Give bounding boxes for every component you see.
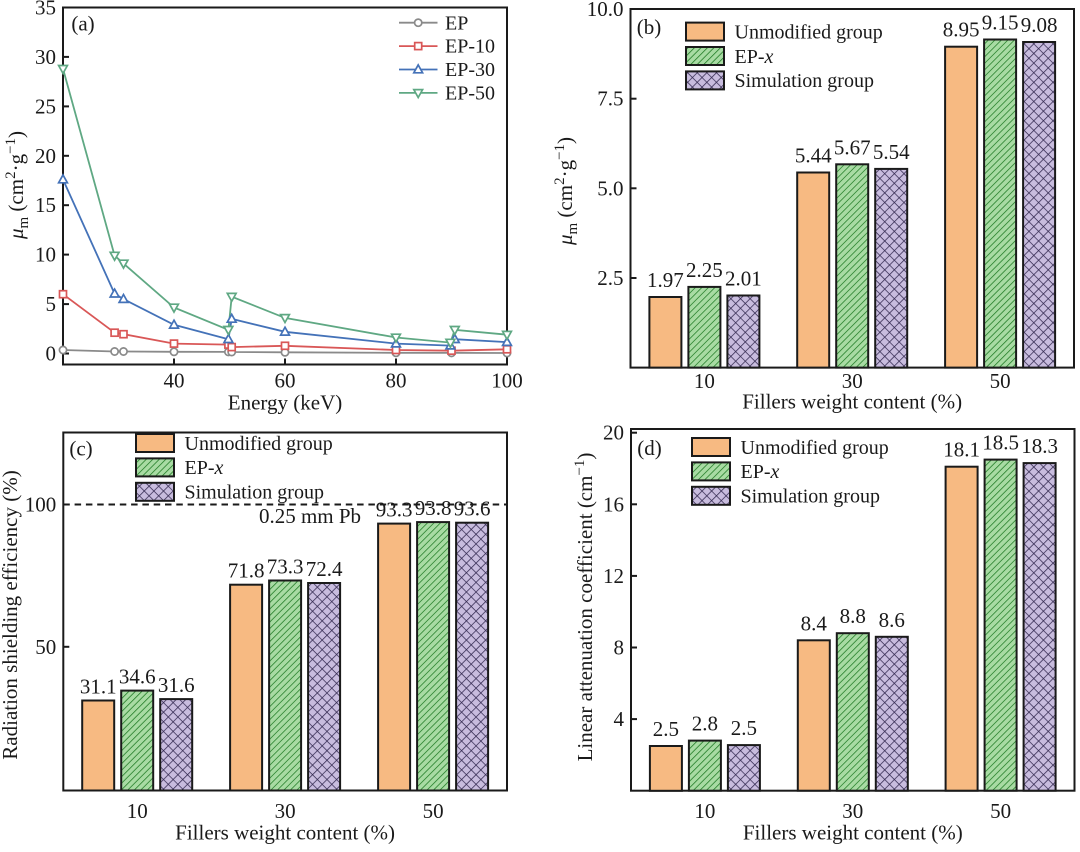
svg-text:0: 0	[46, 342, 57, 366]
svg-text:18.1: 18.1	[943, 438, 980, 462]
svg-text:18.3: 18.3	[1021, 434, 1058, 458]
svg-text:30: 30	[275, 799, 296, 823]
svg-text:Fillers weight content (%): Fillers weight content (%)	[742, 390, 962, 414]
svg-text:EP-30: EP-30	[445, 59, 495, 81]
svg-text:2.8: 2.8	[692, 712, 718, 736]
svg-text:31.6: 31.6	[158, 673, 195, 697]
svg-text:μm (cm2·g−1): μm (cm2·g−1)	[3, 131, 32, 240]
svg-text:(a): (a)	[71, 12, 94, 36]
svg-text:8.8: 8.8	[840, 604, 866, 628]
svg-text:9.08: 9.08	[1021, 13, 1058, 37]
svg-text:8.4: 8.4	[801, 611, 828, 635]
svg-text:EP-x: EP-x	[185, 457, 224, 479]
svg-text:9.15: 9.15	[982, 11, 1019, 35]
svg-text:EP: EP	[445, 12, 468, 34]
svg-text:30: 30	[842, 799, 863, 823]
svg-text:Energy (keV): Energy (keV)	[228, 391, 343, 415]
svg-text:10.0: 10.0	[587, 0, 624, 21]
svg-text:EP-x: EP-x	[741, 461, 780, 483]
svg-text:EP-50: EP-50	[445, 83, 495, 105]
svg-text:8: 8	[614, 636, 625, 660]
svg-text:7.5: 7.5	[597, 87, 623, 111]
svg-text:(b): (b)	[637, 15, 662, 39]
svg-text:12: 12	[603, 564, 624, 588]
svg-text:93.3: 93.3	[376, 498, 413, 522]
svg-text:20: 20	[603, 421, 624, 445]
svg-text:30: 30	[35, 45, 56, 69]
svg-text:Radiation shielding efficiency: Radiation shielding efficiency (%)	[0, 470, 22, 759]
svg-text:100: 100	[491, 369, 523, 393]
svg-text:16: 16	[603, 492, 624, 516]
svg-text:Unmodified group: Unmodified group	[741, 437, 889, 459]
svg-text:50: 50	[423, 799, 444, 823]
svg-text:50: 50	[35, 635, 56, 659]
svg-text:5.0: 5.0	[597, 176, 623, 200]
svg-text:Unmodified group: Unmodified group	[185, 433, 333, 455]
svg-text:Fillers weight content (%): Fillers weight content (%)	[175, 821, 395, 845]
svg-text:50: 50	[990, 369, 1011, 393]
svg-text:93.6: 93.6	[454, 497, 491, 521]
svg-text:Simulation group: Simulation group	[185, 482, 324, 504]
svg-text:8.95: 8.95	[943, 18, 980, 42]
svg-text:(c): (c)	[69, 437, 92, 461]
svg-text:EP-x: EP-x	[735, 46, 774, 68]
svg-text:25: 25	[35, 94, 56, 118]
svg-text:20: 20	[35, 144, 56, 168]
svg-text:2.5: 2.5	[731, 716, 757, 740]
svg-text:2.5: 2.5	[597, 266, 623, 290]
svg-text:5.44: 5.44	[795, 144, 832, 168]
svg-text:μm (cm2·g−1): μm (cm2·g−1)	[552, 137, 581, 246]
svg-text:10: 10	[35, 243, 56, 267]
svg-text:2.25: 2.25	[686, 258, 723, 282]
svg-text:EP-10: EP-10	[445, 36, 495, 58]
svg-text:35: 35	[35, 0, 56, 20]
svg-text:93.8: 93.8	[415, 496, 452, 520]
svg-text:Simulation group: Simulation group	[735, 70, 874, 92]
svg-text:5.67: 5.67	[834, 135, 871, 159]
svg-text:10: 10	[694, 369, 715, 393]
svg-text:0.25 mm Pb: 0.25 mm Pb	[259, 504, 361, 528]
svg-text:Fillers weight content (%): Fillers weight content (%)	[743, 821, 963, 845]
svg-text:15: 15	[35, 193, 56, 217]
svg-text:72.4: 72.4	[306, 557, 343, 581]
svg-text:(d): (d)	[637, 436, 662, 460]
svg-text:80: 80	[386, 369, 407, 393]
svg-text:Linear attenuation coefficient: Linear attenuation coefficient (cm−1)	[572, 453, 597, 762]
svg-text:50: 50	[990, 799, 1011, 823]
svg-text:30: 30	[842, 369, 863, 393]
svg-text:34.6: 34.6	[119, 665, 156, 689]
svg-text:5.54: 5.54	[873, 140, 910, 164]
svg-text:8.6: 8.6	[879, 608, 905, 632]
svg-text:18.5: 18.5	[982, 431, 1019, 455]
svg-text:4: 4	[614, 707, 625, 731]
svg-text:10: 10	[694, 799, 715, 823]
svg-text:Simulation group: Simulation group	[741, 486, 880, 508]
svg-text:60: 60	[275, 369, 296, 393]
svg-text:73.3: 73.3	[267, 555, 304, 579]
svg-text:40: 40	[164, 369, 185, 393]
svg-text:2.5: 2.5	[653, 717, 679, 741]
svg-text:5: 5	[46, 292, 57, 316]
svg-text:71.8: 71.8	[228, 559, 265, 583]
svg-text:1.97: 1.97	[647, 268, 684, 292]
svg-text:2.01: 2.01	[725, 267, 762, 291]
svg-text:10: 10	[127, 799, 148, 823]
svg-text:31.1: 31.1	[80, 675, 117, 699]
svg-text:100: 100	[25, 493, 57, 517]
svg-text:Unmodified group: Unmodified group	[735, 21, 883, 43]
